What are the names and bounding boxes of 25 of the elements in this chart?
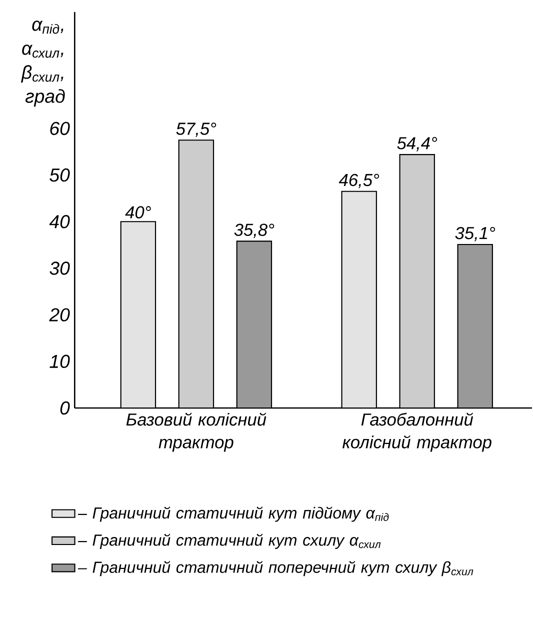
x-tick-label: Базовий колісний трактор [126,412,266,452]
y-tick-label: 10 [50,354,70,368]
data-label: 40° [125,206,151,218]
data-label: 46,5° [338,174,379,188]
y-tick-label: 0 [60,401,70,415]
x-tick-label: Газобалонний колісний трактор [342,412,492,452]
bar [178,140,214,408]
y-tick-label: 50 [49,168,70,182]
data-label: 35,8° [234,224,274,238]
y-tick-label: 40 [49,215,70,228]
data-label: 57,5° [176,122,216,137]
bar [399,154,435,408]
legend-label: – Граничний статичний кут схилу α$_{схил}$ [78,534,380,549]
y-tick-label: 60 [50,122,70,136]
data-label: 54,4° [397,137,437,152]
text: α$_{під}$, α$_{схил}$, β$_{схил}$, град [20,20,65,107]
bar [120,221,156,408]
bar [236,240,272,408]
y-tick-label: 30 [49,262,70,275]
data-label: 35,1° [455,226,495,242]
legend-label: – Граничний статичний поперечний кут схилу β$_{схил}$ [78,560,474,576]
bar [341,190,377,408]
y-tick-label: 20 [48,308,70,322]
legend-label: – Граничний статичний кут підйому α$_{під}$ [78,506,389,522]
bar [457,244,493,408]
